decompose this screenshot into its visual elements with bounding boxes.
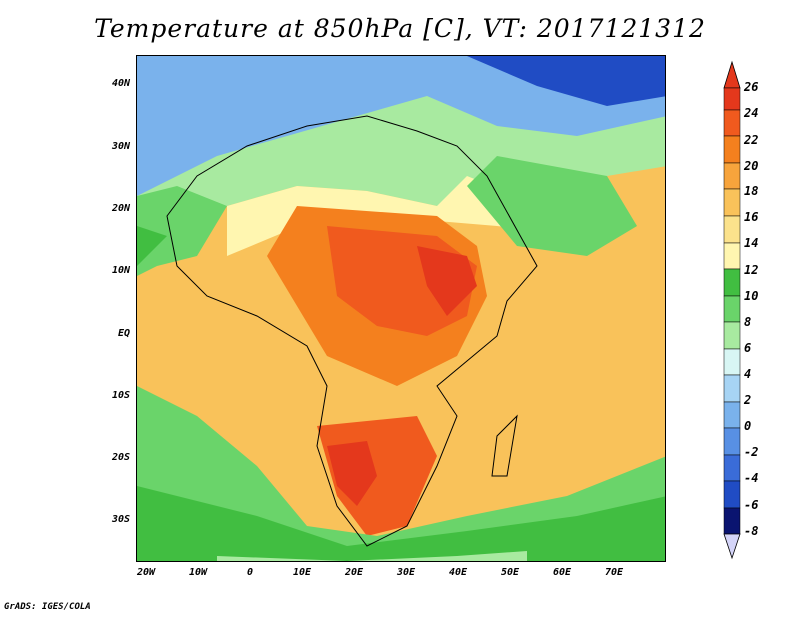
colorbar-label: 0 bbox=[744, 419, 752, 433]
lon-label: 70E bbox=[604, 567, 624, 578]
southern-cool-band bbox=[217, 551, 527, 561]
colorbar-swatch bbox=[723, 188, 741, 217]
colorbar-bottom-arrow bbox=[723, 533, 741, 560]
colorbar-label: 4 bbox=[744, 367, 752, 381]
lat-label: 20S bbox=[111, 452, 130, 463]
colorbar-label: -4 bbox=[744, 471, 759, 485]
colorbar-swatch bbox=[723, 242, 741, 270]
lon-label: 50E bbox=[500, 567, 520, 578]
lon-label: 10E bbox=[292, 567, 312, 578]
colorbar-swatch bbox=[723, 480, 741, 509]
colorbar-label: -2 bbox=[744, 445, 759, 459]
southern-ocean-green-zone bbox=[137, 386, 665, 561]
east-africa-hot-core bbox=[417, 246, 477, 316]
temperature-map bbox=[136, 55, 666, 562]
lat-label: 40N bbox=[111, 78, 130, 89]
lon-label: 0 bbox=[246, 567, 254, 578]
colorbar-swatch bbox=[723, 348, 741, 376]
colorbar-label: 2 bbox=[744, 393, 752, 407]
map-title: Temperature at 850hPa [C], VT: 201712131… bbox=[94, 14, 706, 43]
colorbar-swatch bbox=[723, 507, 741, 535]
colorbar-label: 16 bbox=[744, 210, 759, 224]
southern-ocean-green-core bbox=[137, 486, 665, 561]
colorbar-swatch bbox=[723, 268, 741, 297]
colorbar-label: 18 bbox=[744, 184, 759, 198]
lat-label: 10S bbox=[111, 390, 130, 401]
atlantic-green-zone bbox=[137, 186, 227, 276]
colorbar-top-arrow bbox=[723, 60, 741, 89]
atlantic-green-core bbox=[137, 226, 167, 266]
colorbar-label: 26 bbox=[744, 80, 759, 94]
madagascar-outline bbox=[491, 414, 518, 477]
grads-credit: GrADS: IGES/COLA bbox=[4, 602, 91, 612]
colorbar-swatch bbox=[723, 162, 741, 190]
arabia-green-zone bbox=[467, 156, 637, 256]
colorbar-label: 22 bbox=[744, 133, 759, 147]
colorbar-swatch bbox=[723, 454, 741, 482]
lat-label: 10N bbox=[111, 265, 130, 276]
colorbar-label: 8 bbox=[744, 315, 752, 329]
lat-label: 30N bbox=[111, 141, 130, 152]
colorbar-swatch bbox=[723, 321, 741, 350]
kalahari-hot-core bbox=[327, 441, 377, 506]
colorbar-label: 10 bbox=[744, 289, 759, 303]
lat-label: 30S bbox=[111, 514, 130, 525]
africa-coastline bbox=[166, 115, 538, 547]
temperature-field bbox=[137, 56, 665, 561]
colorbar-label: 6 bbox=[744, 341, 752, 355]
colorbar-swatch bbox=[723, 109, 741, 137]
lat-label: 20N bbox=[111, 203, 130, 214]
northern-cold-core bbox=[467, 56, 665, 106]
europe-cold-zone bbox=[137, 56, 665, 196]
lon-label: 20W bbox=[136, 567, 156, 578]
lon-label: 40E bbox=[448, 567, 468, 578]
lon-label: 20E bbox=[344, 567, 364, 578]
colorbar-swatch bbox=[723, 215, 741, 244]
lon-label: 30E bbox=[396, 567, 416, 578]
colorbar-swatch bbox=[723, 374, 741, 403]
colorbar bbox=[723, 60, 741, 560]
colorbar-swatch bbox=[723, 87, 741, 111]
colorbar-swatch bbox=[723, 427, 741, 456]
colorbar-label: 14 bbox=[744, 236, 759, 250]
colorbar-label: 20 bbox=[744, 159, 759, 173]
colorbar-label: -6 bbox=[744, 498, 759, 512]
colorbar-swatch bbox=[723, 295, 741, 323]
lon-label: 10W bbox=[188, 567, 208, 578]
colorbar-label: -8 bbox=[744, 524, 759, 538]
colorbar-label: 24 bbox=[744, 106, 759, 120]
lat-label: EQ bbox=[117, 328, 130, 339]
colorbar-swatch bbox=[723, 135, 741, 164]
lon-label: 60E bbox=[552, 567, 572, 578]
colorbar-swatch bbox=[723, 401, 741, 429]
colorbar-label: 12 bbox=[744, 263, 759, 277]
